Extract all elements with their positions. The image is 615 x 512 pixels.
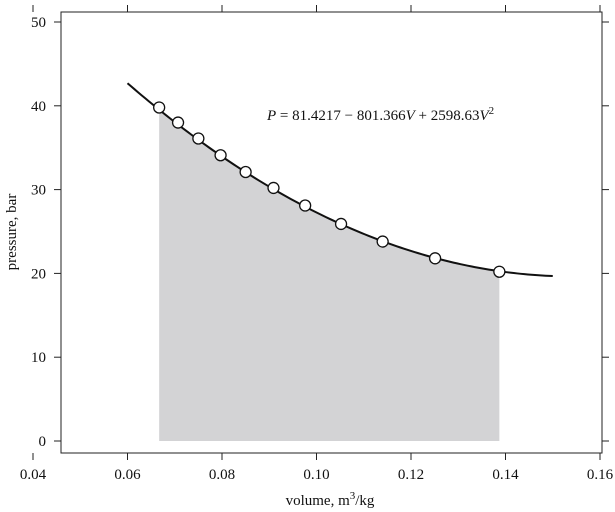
y-tick-label: 30 [31, 183, 46, 199]
shaded-area [159, 109, 500, 441]
data-point [493, 265, 506, 278]
data-point [299, 199, 312, 212]
y-axis-label: pressure, bar [4, 194, 20, 271]
y-tick-label: 10 [31, 350, 46, 366]
data-point [428, 252, 442, 265]
data-point [192, 132, 205, 145]
x-tick-label: 0.12 [398, 467, 424, 483]
y-tick-label: 20 [31, 266, 46, 282]
fit-equation: P = 81.4217 − 801.366V + 2598.63V2 [266, 105, 494, 124]
y-tick-label: 50 [31, 15, 46, 31]
x-tick-label: 0.10 [303, 467, 329, 483]
x-tick-label: 0.08 [209, 467, 235, 483]
y-tick-label: 0 [39, 434, 47, 450]
y-tick-label: 40 [31, 99, 46, 115]
data-point [214, 149, 227, 162]
x-tick-label: 0.14 [492, 467, 519, 483]
x-tick-label: 0.16 [587, 467, 614, 483]
data-point [267, 181, 280, 195]
x-tick-label: 0.04 [20, 467, 47, 483]
data-point [153, 101, 166, 114]
data-point [171, 116, 185, 129]
plot-frame [60, 11, 603, 454]
data-point [376, 235, 389, 248]
data-point [334, 217, 348, 231]
x-tick-label: 0.06 [114, 467, 141, 483]
data-point [239, 165, 252, 179]
x-axis-label: volume, m3/kg [286, 490, 375, 509]
